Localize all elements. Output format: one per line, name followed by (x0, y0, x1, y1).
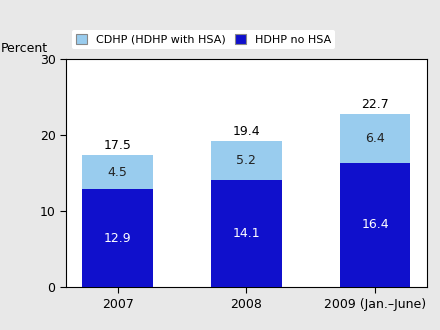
Text: Percent: Percent (1, 42, 48, 55)
Text: 5.2: 5.2 (236, 154, 257, 167)
Bar (340, 163, 411, 287)
Text: 14.1: 14.1 (233, 227, 260, 240)
Text: 6.4: 6.4 (365, 132, 385, 145)
Text: 12.9: 12.9 (104, 232, 132, 245)
Text: 16.4: 16.4 (361, 218, 389, 231)
Legend: CDHP (HDHP with HSA), HDHP no HSA: CDHP (HDHP with HSA), HDHP no HSA (72, 30, 335, 49)
Text: 22.7: 22.7 (361, 98, 389, 111)
Text: 19.4: 19.4 (233, 125, 260, 138)
Text: 4.5: 4.5 (108, 166, 128, 179)
Bar (82, 155, 153, 189)
Bar (211, 141, 282, 180)
Bar (211, 180, 282, 287)
Bar (82, 189, 153, 287)
Text: 17.5: 17.5 (104, 139, 132, 152)
Bar (340, 114, 411, 163)
